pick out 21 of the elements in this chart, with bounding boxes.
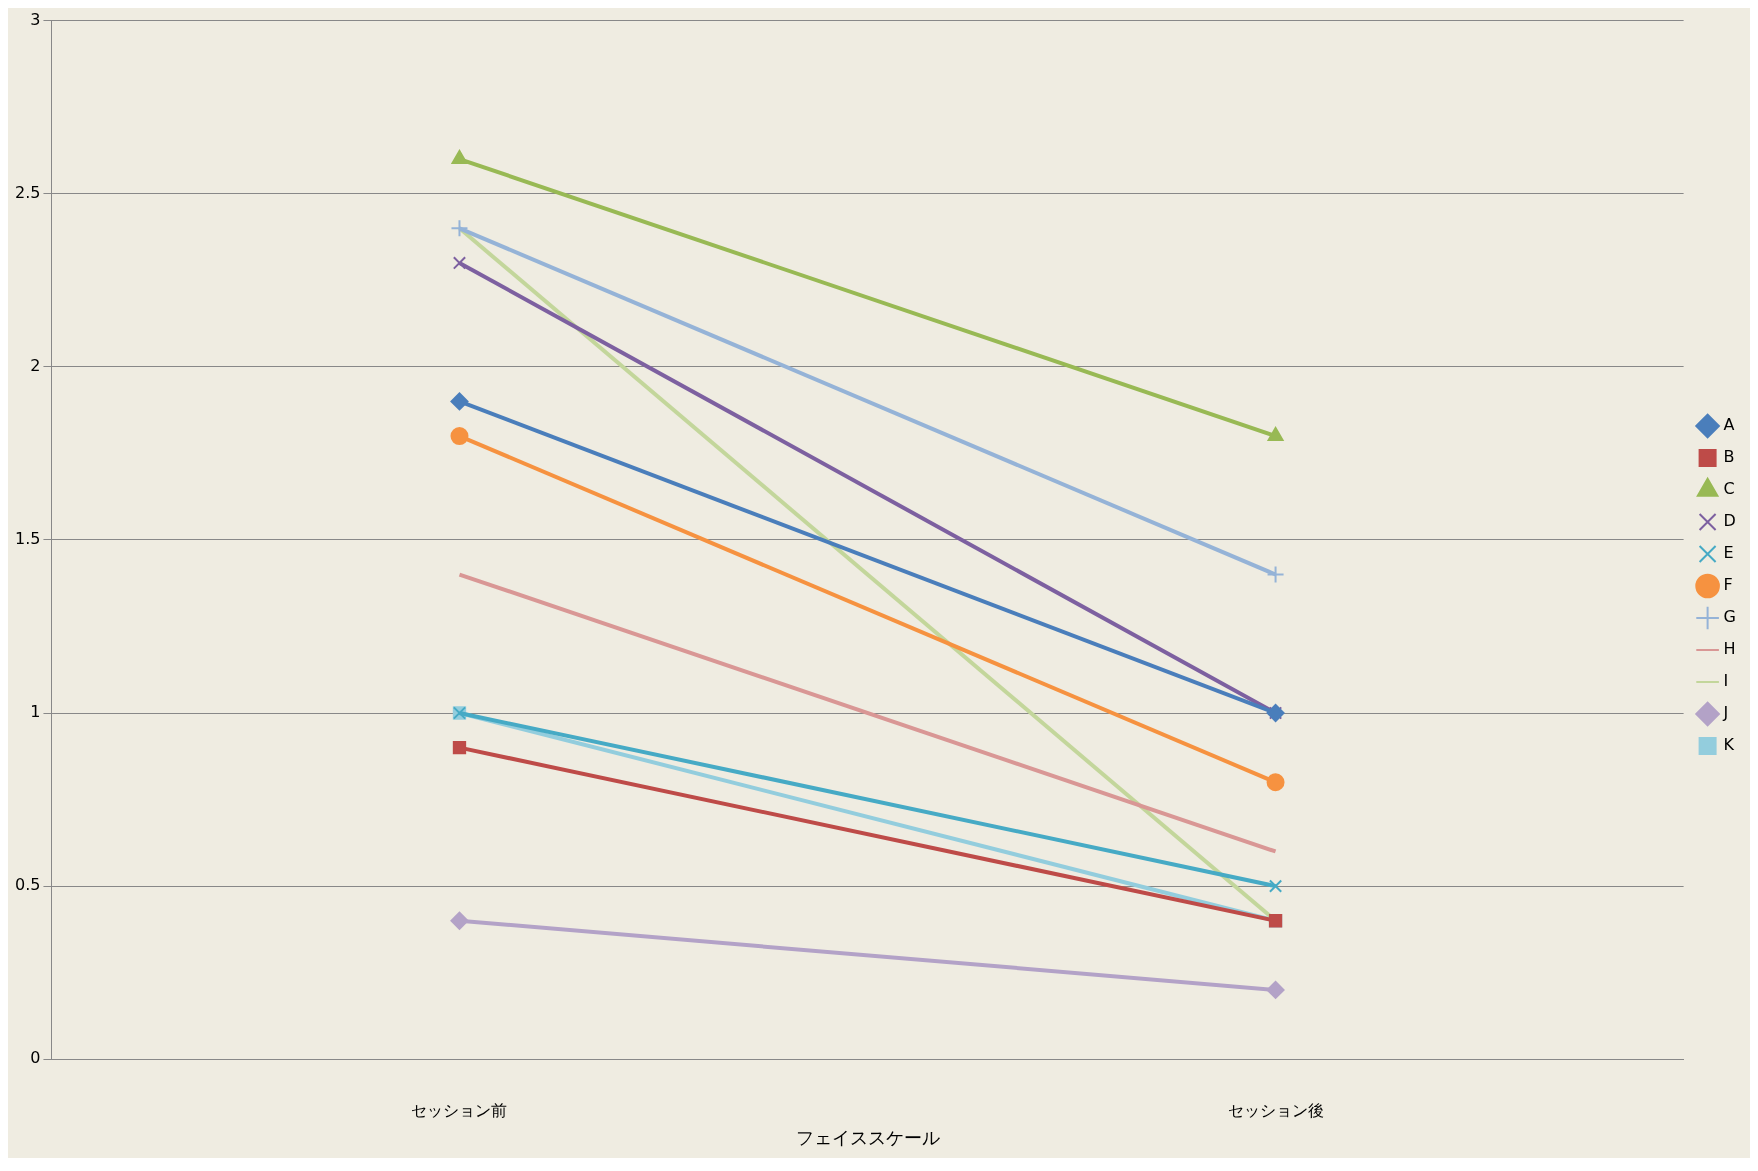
- y-tick-label: 2: [30, 355, 41, 375]
- x-tick-label: セッション後: [1227, 1100, 1324, 1120]
- legend-label: D: [1723, 511, 1736, 531]
- y-tick-label: 3: [30, 9, 41, 29]
- legend-label: H: [1723, 639, 1736, 659]
- legend-label: K: [1723, 735, 1735, 755]
- legend-label: I: [1723, 671, 1729, 691]
- legend-label: F: [1723, 575, 1733, 595]
- x-axis-title: フェイススケール: [795, 1126, 940, 1148]
- legend-label: A: [1723, 415, 1735, 435]
- y-tick-label: 1: [30, 702, 41, 722]
- y-tick-label: 2.5: [14, 182, 41, 202]
- y-tick-label: 0.5: [14, 875, 41, 895]
- legend-label: G: [1723, 607, 1737, 627]
- legend-label: E: [1723, 543, 1734, 563]
- legend-label: B: [1723, 447, 1735, 467]
- legend-label: C: [1723, 479, 1735, 499]
- x-tick-label: セッション前: [411, 1100, 508, 1120]
- y-tick-label: 0: [30, 1048, 41, 1068]
- y-tick-label: 1.5: [14, 529, 41, 549]
- legend-label: J: [1722, 703, 1729, 723]
